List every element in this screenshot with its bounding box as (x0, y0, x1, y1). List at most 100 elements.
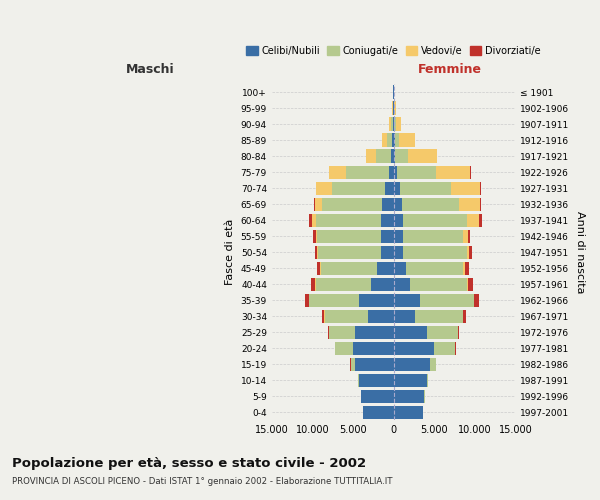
Bar (311, 214, 316, 226)
Bar (469, 246, 472, 258)
Bar (380, 230, 394, 242)
Bar (400, 134, 415, 146)
Bar (427, 374, 428, 386)
Bar (401, 198, 458, 210)
Bar (335, 342, 353, 354)
Text: Maschi: Maschi (126, 62, 175, 76)
Bar (394, 358, 430, 370)
Y-axis label: Fasce di età: Fasce di età (225, 219, 235, 286)
Bar (394, 230, 403, 242)
Bar (322, 310, 325, 322)
Bar (308, 214, 311, 226)
Text: PROVINCIA DI ASCOLI PICENO - Dati ISTAT 1° gennaio 2002 - Elaborazione TUTTITALI: PROVINCIA DI ASCOLI PICENO - Dati ISTAT … (12, 478, 392, 486)
Bar (394, 374, 427, 386)
Bar (394, 102, 395, 114)
Bar (479, 214, 482, 226)
Bar (363, 406, 394, 418)
Bar (468, 278, 473, 290)
Bar (366, 150, 376, 162)
Bar (394, 326, 427, 338)
Bar (322, 198, 382, 210)
Bar (467, 214, 479, 226)
Bar (316, 230, 317, 242)
Bar (451, 182, 481, 194)
Bar (463, 310, 466, 322)
Bar (394, 198, 401, 210)
Bar (479, 198, 481, 210)
Bar (427, 326, 458, 338)
Y-axis label: Anni di nascita: Anni di nascita (575, 211, 585, 294)
Bar (355, 326, 394, 338)
Bar (382, 246, 394, 258)
Bar (317, 230, 380, 242)
Bar (320, 262, 377, 274)
Bar (467, 278, 468, 290)
Bar (328, 326, 329, 338)
Text: Femmine: Femmine (418, 62, 482, 76)
Bar (394, 246, 403, 258)
Bar (464, 262, 469, 274)
Bar (463, 230, 467, 242)
Bar (371, 278, 394, 290)
Bar (391, 150, 394, 162)
Bar (463, 262, 464, 274)
Bar (316, 182, 332, 194)
Bar (368, 310, 394, 322)
Bar (329, 326, 355, 338)
Bar (353, 342, 394, 354)
Bar (316, 278, 371, 290)
Bar (332, 182, 385, 194)
Bar (392, 134, 394, 146)
Bar (394, 166, 397, 178)
Bar (359, 374, 394, 386)
Bar (394, 214, 403, 226)
Bar (394, 150, 395, 162)
Bar (403, 246, 467, 258)
Bar (358, 374, 359, 386)
Bar (430, 358, 436, 370)
Bar (394, 262, 406, 274)
Bar (397, 166, 436, 178)
Bar (391, 118, 393, 130)
Bar (394, 294, 421, 306)
Bar (317, 262, 320, 274)
Bar (421, 294, 474, 306)
Bar (311, 278, 316, 290)
Bar (415, 310, 463, 322)
Bar (385, 182, 394, 194)
Bar (408, 150, 437, 162)
Bar (314, 198, 315, 210)
Bar (394, 406, 423, 418)
Bar (389, 118, 391, 130)
Bar (359, 294, 394, 306)
Bar (346, 166, 389, 178)
Bar (305, 294, 309, 306)
Bar (394, 342, 434, 354)
Bar (400, 182, 451, 194)
Bar (382, 198, 394, 210)
Bar (394, 182, 400, 194)
Bar (376, 150, 391, 162)
Bar (403, 230, 463, 242)
Bar (386, 134, 392, 146)
Bar (475, 294, 479, 306)
Bar (361, 390, 394, 402)
Bar (318, 246, 382, 258)
Legend: Celibi/Nubili, Coniugati/e, Vedovi/e, Divorziati/e: Celibi/Nubili, Coniugati/e, Vedovi/e, Di… (242, 42, 545, 60)
Bar (313, 230, 316, 242)
Bar (395, 118, 401, 130)
Bar (458, 326, 459, 338)
Bar (410, 278, 467, 290)
Bar (382, 134, 386, 146)
Bar (380, 214, 394, 226)
Bar (394, 118, 395, 130)
Bar (350, 358, 355, 370)
Bar (394, 278, 410, 290)
Bar (315, 246, 317, 258)
Bar (394, 390, 424, 402)
Bar (467, 230, 470, 242)
Bar (406, 262, 463, 274)
Bar (467, 246, 469, 258)
Bar (458, 198, 479, 210)
Bar (389, 166, 394, 178)
